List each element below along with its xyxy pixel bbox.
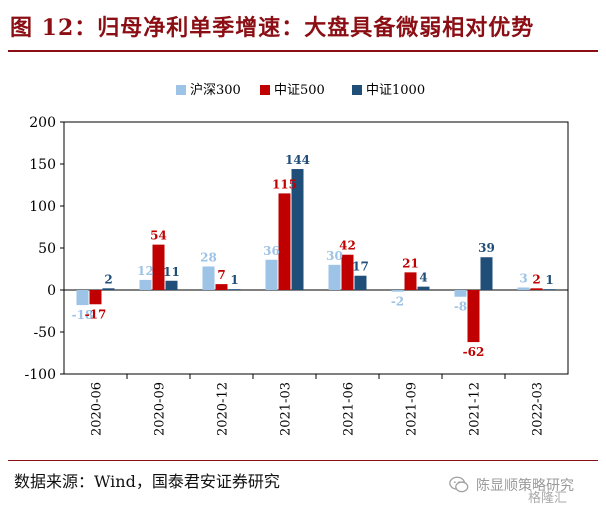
bar-chart: 沪深300 中证500 中证1000 -100 -50 0 50 100 150 200 2020… — [25, 82, 569, 436]
data-label: 115 — [272, 177, 297, 191]
data-label: 39 — [478, 241, 495, 255]
x-category-label: 2021-09 — [405, 382, 420, 436]
legend-swatch — [176, 85, 186, 95]
y-tick-label: 50 — [38, 241, 56, 257]
bars — [76, 169, 556, 343]
bar — [202, 266, 215, 290]
y-tick-label: 0 — [47, 283, 56, 299]
legend-label: 中证1000 — [366, 83, 425, 98]
watermark-text: 陈显顺策略研究 — [476, 478, 574, 494]
watermark: 陈显顺策略研究 — [448, 468, 574, 502]
data-label: 2 — [104, 272, 112, 286]
x-category-label: 2022-03 — [531, 382, 546, 436]
data-label: -18 — [72, 308, 94, 322]
data-label: 3 — [519, 271, 527, 285]
bar — [265, 259, 278, 290]
data-label: 12 — [137, 264, 154, 278]
bar — [417, 286, 430, 290]
bar — [215, 284, 228, 290]
page-title: 图 12：归母净利单季增速：大盘具备微弱相对优势 — [10, 15, 535, 41]
x-category-label: 2021-03 — [279, 382, 294, 436]
bar — [543, 289, 556, 290]
data-label: 21 — [402, 256, 419, 270]
bar — [328, 264, 341, 290]
axes: -100 -50 0 50 100 150 200 2020-06 2020-09 2020-12… — [25, 115, 569, 436]
bar — [278, 193, 291, 290]
source-divider — [8, 460, 598, 461]
data-label: -17 — [85, 307, 107, 321]
bar — [530, 288, 543, 290]
bar — [467, 290, 480, 343]
title-divider — [8, 50, 598, 52]
data-label: 11 — [163, 265, 180, 279]
bar — [152, 244, 165, 290]
bar — [341, 254, 354, 290]
bar — [354, 275, 367, 290]
bar — [165, 280, 178, 290]
legend-label: 中证500 — [274, 83, 325, 98]
x-category-label: 2020-06 — [90, 382, 105, 436]
data-label: -2 — [391, 295, 404, 309]
source-note: 数据来源：Wind，国泰君安证券研究 — [14, 472, 280, 491]
bar — [404, 272, 417, 290]
data-label: -8 — [454, 300, 467, 314]
data-label: 7 — [217, 268, 225, 282]
data-label: 42 — [339, 239, 356, 253]
data-label: 1 — [545, 273, 553, 287]
data-label: 144 — [285, 153, 310, 167]
data-label: 28 — [200, 250, 217, 264]
legend-swatch — [352, 85, 362, 95]
bar — [391, 290, 404, 292]
y-tick-label: -50 — [33, 325, 56, 341]
watermark-brand: 格隆汇 — [528, 491, 568, 506]
data-label: 54 — [150, 229, 167, 243]
data-label: 17 — [352, 260, 369, 274]
bar — [291, 169, 304, 290]
bar — [89, 290, 102, 305]
y-tick-label: 150 — [29, 157, 56, 173]
data-label: 1 — [230, 273, 238, 287]
x-category-label: 2021-06 — [342, 382, 357, 436]
title-bar: 图 12：归母净利单季增速：大盘具备微弱相对优势 — [0, 0, 606, 54]
data-label: 4 — [419, 271, 427, 285]
bar — [517, 287, 530, 290]
legend-swatch — [260, 85, 270, 95]
bar — [139, 279, 152, 290]
bar — [454, 290, 467, 297]
wechat-icon — [449, 476, 469, 493]
x-category-label: 2021-12 — [468, 382, 483, 436]
data-label: 36 — [263, 244, 280, 258]
legend: 沪深300 中证500 中证1000 — [176, 82, 425, 98]
y-tick-label: 200 — [29, 115, 56, 131]
x-category-label: 2020-12 — [216, 382, 231, 436]
bar — [76, 290, 89, 306]
data-label: 2 — [532, 272, 540, 286]
legend-label: 沪深300 — [190, 82, 241, 98]
bar — [228, 289, 241, 290]
y-tick-label: -100 — [25, 367, 56, 383]
x-category-label: 2020-09 — [153, 382, 168, 436]
bar — [480, 257, 493, 290]
data-label: -62 — [463, 345, 485, 359]
y-tick-label: 100 — [29, 199, 56, 215]
bar — [102, 288, 115, 290]
data-label: 30 — [326, 249, 343, 263]
